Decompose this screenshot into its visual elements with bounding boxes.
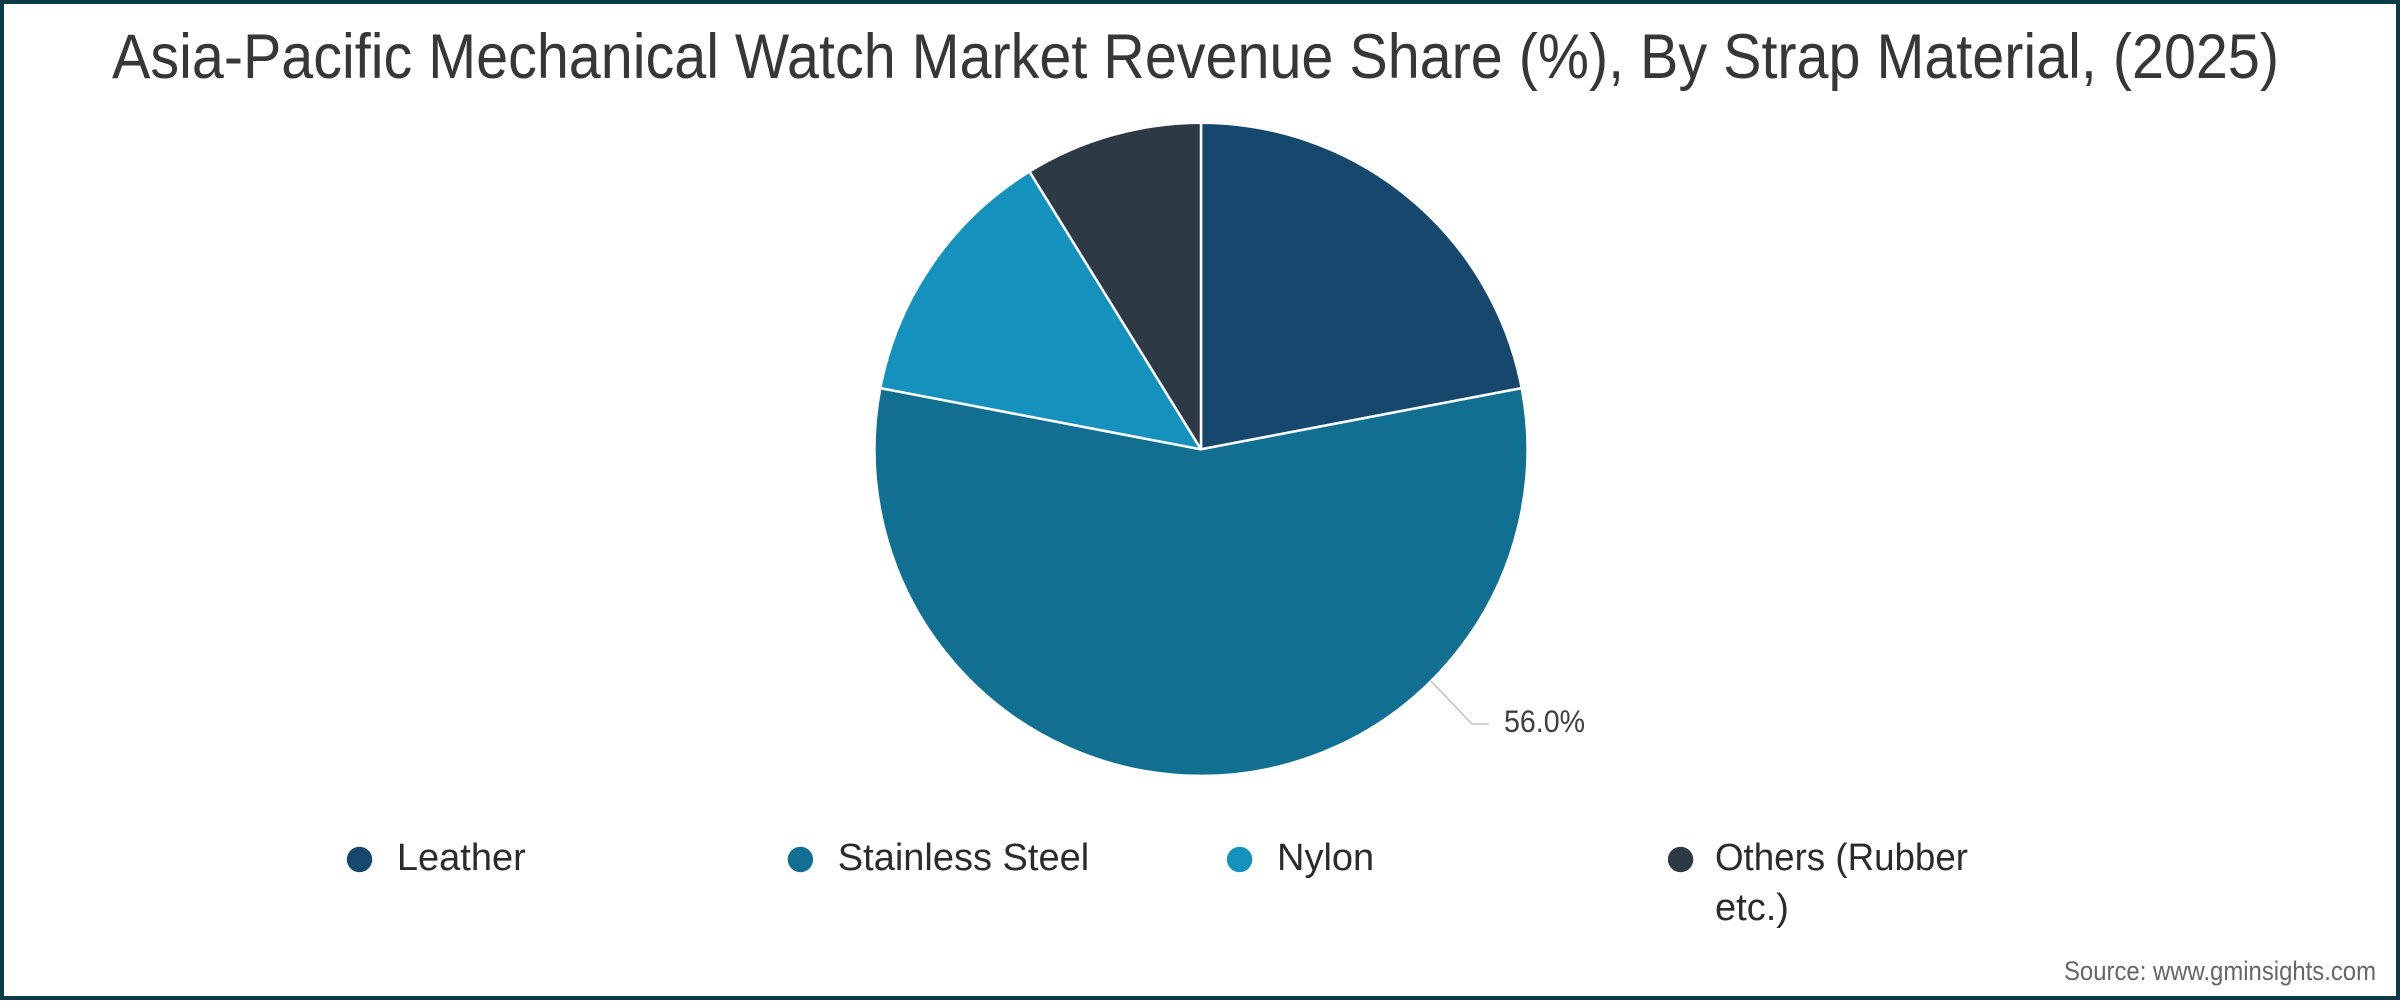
svg-text:Source: www.gminsights.com: Source: www.gminsights.com [2064, 956, 2376, 986]
svg-text:Others (Rubber: Others (Rubber [1715, 837, 1968, 879]
svg-text:Leather: Leather [397, 837, 526, 879]
svg-text:etc.): etc.) [1715, 887, 1789, 929]
svg-text:56.0%: 56.0% [1504, 703, 1585, 739]
svg-text:Stainless Steel: Stainless Steel [838, 837, 1089, 879]
svg-text:Asia-Pacific Mechanical Watch: Asia-Pacific Mechanical Watch Market Rev… [112, 22, 2279, 92]
svg-text:Nylon: Nylon [1277, 837, 1374, 879]
